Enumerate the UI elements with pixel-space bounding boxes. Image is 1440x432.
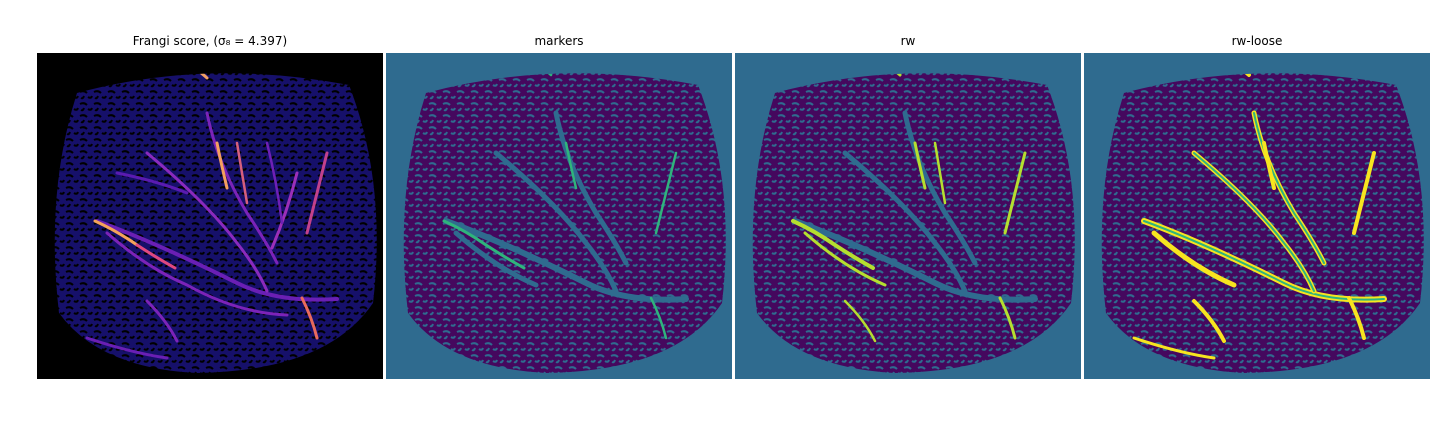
frangi-panel-title: Frangi score, (σ₈ = 4.397)	[132, 34, 288, 48]
rw-panel-title: rw	[900, 34, 916, 48]
rw-loose-image	[1084, 53, 1430, 379]
rw-loose-panel-title: rw-loose	[1231, 34, 1283, 48]
markers-panel-title: markers	[534, 34, 584, 48]
rw-image	[735, 53, 1081, 379]
frangi-score-image	[37, 53, 383, 379]
markers-image	[386, 53, 732, 379]
